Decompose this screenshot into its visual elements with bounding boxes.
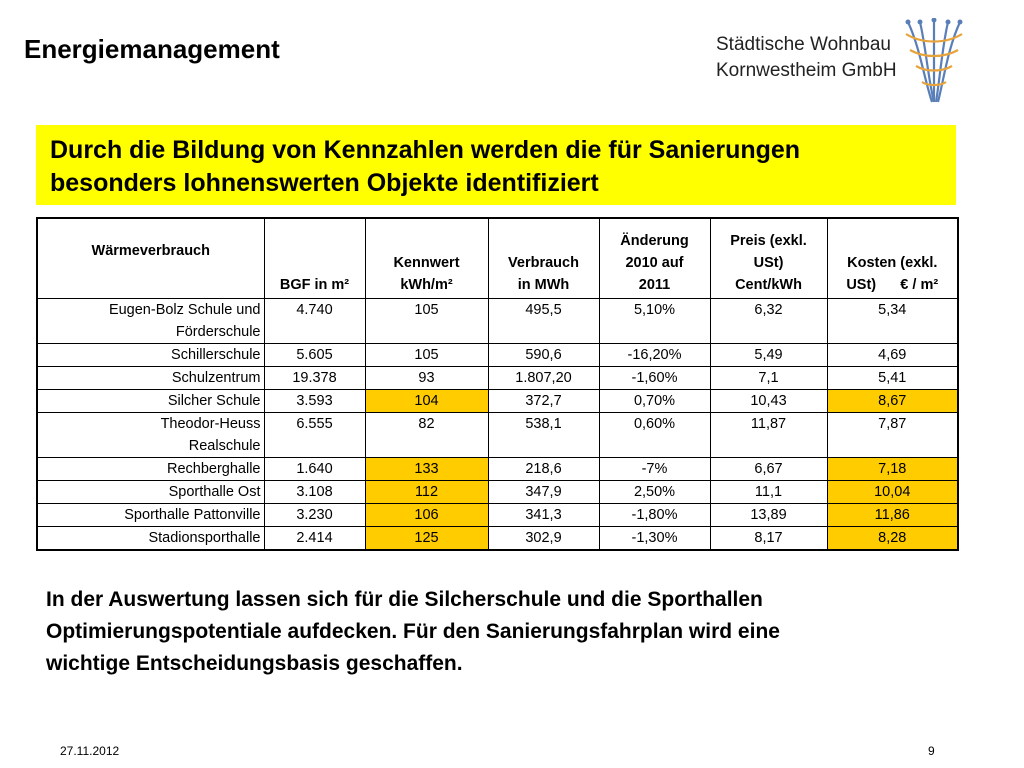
cell-preis: 13,89 [709, 502, 828, 527]
cell-verbrauch: 341,3 [487, 502, 600, 527]
header-bgf: BGF in m² [263, 217, 366, 299]
cell-verbrauch: 538,1 [487, 411, 600, 458]
cell-kennwert: 112 [364, 479, 489, 504]
cell-aenderung: 0,60% [598, 411, 711, 458]
cell-preis: 6,32 [709, 297, 828, 344]
table-row: Schillerschule 5.605 105 590,6 -16,20% 5,49 4,… [36, 342, 959, 367]
cell-kennwert: 125 [364, 525, 489, 550]
cell-aenderung: 5,10% [598, 297, 711, 344]
cell-kosten: 7,18 [826, 456, 959, 481]
cell-aenderung: -1,30% [598, 525, 711, 550]
cell-building-name: Sporthalle Ost [36, 479, 265, 504]
table-row: Schulzentrum 19.378 93 1.807,20 -1,60% 7,1 5,4… [36, 365, 959, 390]
cell-verbrauch: 372,7 [487, 388, 600, 413]
energy-consumption-table: Wärmeverbrauch BGF in m² Kennwert kWh/m² … [36, 217, 959, 551]
cell-bgf: 19.378 [263, 365, 366, 390]
header-aenderung: Änderung 2010 auf 2011 [598, 217, 711, 299]
conclusion-line3: wichtige Entscheidungsbasis geschaffen. [46, 652, 463, 675]
cell-bgf: 2.414 [263, 525, 366, 550]
banner-line1: Durch die Bildung von Kennzahlen werden … [50, 136, 801, 164]
cell-kosten: 11,86 [826, 502, 959, 527]
cell-verbrauch: 495,5 [487, 297, 600, 344]
page-title: Energiemanagement [24, 34, 280, 64]
cell-verbrauch: 218,6 [487, 456, 600, 481]
cell-aenderung: 2,50% [598, 479, 711, 504]
cell-building-name: Theodor-Heuss Realschule [36, 411, 265, 458]
table-row: Theodor-Heuss Realschule 6.555 82 538,1 0,60%… [36, 411, 959, 458]
cell-kennwert: 106 [364, 502, 489, 527]
cell-bgf: 1.640 [263, 456, 366, 481]
cell-bgf: 3.593 [263, 388, 366, 413]
cell-bgf: 5.605 [263, 342, 366, 367]
cell-kennwert: 82 [364, 411, 489, 458]
cell-preis: 11,87 [709, 411, 828, 458]
conclusion-text: In der Auswertung lassen sich für die Si… [46, 584, 966, 680]
cell-aenderung: 0,70% [598, 388, 711, 413]
table-body: Eugen-Bolz Schule und Förderschule 4.740 10… [36, 297, 959, 550]
cell-building-name: Schillerschule [36, 342, 265, 367]
table-row: Stadionsporthalle 2.414 125 302,9 -1,30% 8,17… [36, 525, 959, 550]
cell-kennwert: 105 [364, 342, 489, 367]
cell-preis: 10,43 [709, 388, 828, 413]
table-row: Silcher Schule 3.593 104 372,7 0,70% 10,43 8,6… [36, 388, 959, 413]
header-waermeverbrauch: Wärmeverbrauch [36, 217, 265, 299]
cell-preis: 11,1 [709, 479, 828, 504]
header-kennwert: Kennwert kWh/m² [364, 217, 489, 299]
cell-kosten: 8,28 [826, 525, 959, 550]
cell-kennwert: 104 [364, 388, 489, 413]
banner-line2: besonders lohnenswerten Objekte identifi… [50, 169, 599, 197]
page-number: 9 [928, 744, 935, 758]
table-row: Rechberghalle 1.640 133 218,6 -7% 6,67 7,18 [36, 456, 959, 481]
cell-kennwert: 105 [364, 297, 489, 344]
header-preis: Preis (exkl. USt) Cent/kWh [709, 217, 828, 299]
conclusion-line2: Optimierungspotentiale aufdecken. Für de… [46, 620, 780, 643]
cell-building-name: Eugen-Bolz Schule und Förderschule [36, 297, 265, 344]
cell-aenderung: -1,80% [598, 502, 711, 527]
cell-building-name: Stadionsporthalle [36, 525, 265, 550]
woven-basket-logo-icon [905, 18, 963, 103]
cell-aenderung: -16,20% [598, 342, 711, 367]
cell-kosten: 10,04 [826, 479, 959, 504]
cell-bgf: 6.555 [263, 411, 366, 458]
cell-kennwert: 133 [364, 456, 489, 481]
cell-aenderung: -1,60% [598, 365, 711, 390]
cell-kosten: 8,67 [826, 388, 959, 413]
cell-bgf: 4.740 [263, 297, 366, 344]
company-name-line2: Kornwestheim GmbH [716, 60, 897, 81]
cell-kosten: 5,34 [826, 297, 959, 344]
cell-kosten: 5,41 [826, 365, 959, 390]
cell-building-name: Rechberghalle [36, 456, 265, 481]
cell-verbrauch: 1.807,20 [487, 365, 600, 390]
cell-building-name: Schulzentrum [36, 365, 265, 390]
cell-preis: 8,17 [709, 525, 828, 550]
cell-kosten: 4,69 [826, 342, 959, 367]
cell-bgf: 3.108 [263, 479, 366, 504]
cell-preis: 5,49 [709, 342, 828, 367]
cell-kosten: 7,87 [826, 411, 959, 458]
cell-aenderung: -7% [598, 456, 711, 481]
cell-building-name: Sporthalle Pattonville [36, 502, 265, 527]
company-name-line1: Städtische Wohnbau [716, 34, 891, 55]
cell-bgf: 3.230 [263, 502, 366, 527]
cell-verbrauch: 590,6 [487, 342, 600, 367]
table-header-row: Wärmeverbrauch BGF in m² Kennwert kWh/m² … [36, 217, 959, 299]
header-verbrauch: Verbrauch in MWh [487, 217, 600, 299]
cell-building-name: Silcher Schule [36, 388, 265, 413]
table-row: Sporthalle Pattonville 3.230 106 341,3 -1,80… [36, 502, 959, 527]
company-name: Städtische Wohnbau Kornwestheim GmbH [716, 32, 897, 84]
table-row: Eugen-Bolz Schule und Förderschule 4.740 10… [36, 297, 959, 344]
table-row: Sporthalle Ost 3.108 112 347,9 2,50% 11,1 10,0… [36, 479, 959, 504]
cell-kennwert: 93 [364, 365, 489, 390]
footer-date: 27.11.2012 [60, 744, 120, 758]
cell-preis: 6,67 [709, 456, 828, 481]
cell-verbrauch: 302,9 [487, 525, 600, 550]
cell-verbrauch: 347,9 [487, 479, 600, 504]
header-kosten: Kosten (exkl. USt) € / m² [826, 217, 959, 299]
headline-banner: Durch die Bildung von Kennzahlen werden … [36, 125, 956, 205]
conclusion-line1: In der Auswertung lassen sich für die Si… [46, 588, 763, 611]
cell-preis: 7,1 [709, 365, 828, 390]
